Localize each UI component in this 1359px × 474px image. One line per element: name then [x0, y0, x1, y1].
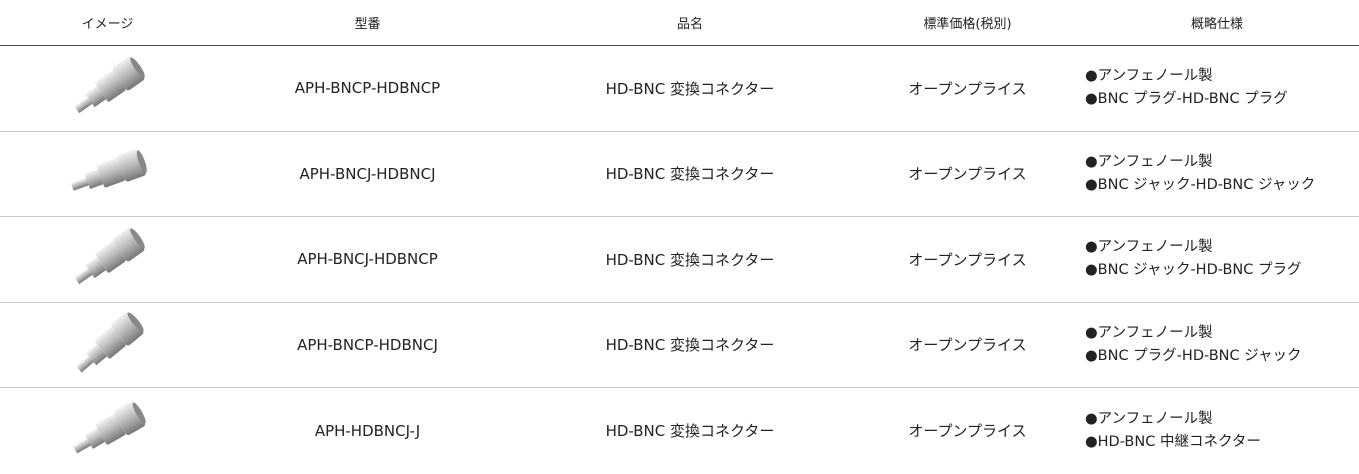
- name-cell: HD-BNC 変換コネクター: [605, 422, 775, 441]
- spec-cell: ●アンフェノール製 ●BNC ジャック-HD-BNC ジャック: [1075, 151, 1359, 197]
- spec-line: ●アンフェノール製: [1085, 324, 1213, 341]
- spec-line: ●BNC ジャック-HD-BNC ジャック: [1085, 176, 1316, 193]
- header-cell: 品名: [676, 17, 703, 32]
- product-image: [70, 149, 147, 191]
- model-cell: APH-HDBNCJ-J: [314, 421, 421, 440]
- model-cell: APH-BNCP-HDBNCP: [294, 79, 441, 98]
- image-cell: [0, 53, 215, 123]
- spec-line: ●アンフェノール製: [1085, 153, 1213, 170]
- table-row: APH-BNCP-HDBNCP HD-BNC 変換コネクター オープンプライス ●アン…: [0, 46, 1359, 132]
- spec-cell: ●アンフェノール製 ●HD-BNC 中継コネクター: [1075, 408, 1359, 454]
- model-cell: APH-BNCJ-HDBNCP: [297, 250, 438, 269]
- product-image: [74, 228, 145, 285]
- header-row: イメージ 型番 品名 標準価格(税別) 概略仕様: [0, 0, 1359, 46]
- header-cell: 標準価格(税別): [923, 17, 1012, 32]
- price-cell: オープンプライス: [908, 165, 1027, 184]
- header-cell: 概略仕様: [1190, 17, 1243, 32]
- spec-cell: ●アンフェノール製 ●BNC プラグ-HD-BNC プラグ: [1075, 65, 1359, 111]
- image-cell: [0, 139, 215, 209]
- product-image: [75, 312, 144, 373]
- spec-line: ●BNC プラグ-HD-BNC ジャック: [1085, 347, 1302, 364]
- name-cell: HD-BNC 変換コネクター: [605, 79, 775, 98]
- header-cell: イメージ: [81, 17, 134, 32]
- header-cell: 型番: [354, 17, 381, 32]
- spec-line: ●アンフェノール製: [1085, 410, 1213, 427]
- image-cell: [0, 310, 215, 380]
- table-row: APH-BNCJ-HDBNCP HD-BNC 変換コネクター オープンプライス ●アン…: [0, 217, 1359, 303]
- price-cell: オープンプライス: [908, 336, 1027, 355]
- spec-line: ●アンフェノール製: [1085, 68, 1213, 85]
- table-row: APH-BNCP-HDBNCJ HD-BNC 変換コネクター オープンプライス ●アン…: [0, 303, 1359, 388]
- product-image: [72, 401, 146, 454]
- spec-line: ●アンフェノール製: [1085, 239, 1213, 256]
- name-cell: HD-BNC 変換コネクター: [605, 165, 775, 184]
- price-cell: オープンプライス: [908, 79, 1027, 98]
- table-row: APH-BNCJ-HDBNCJ HD-BNC 変換コネクター オープンプライス ●アン…: [0, 132, 1359, 217]
- model-cell: APH-BNCP-HDBNCJ: [297, 335, 438, 354]
- price-cell: オープンプライス: [908, 422, 1027, 441]
- spec-line: ●HD-BNC 中継コネクター: [1085, 433, 1261, 450]
- spec-cell: ●アンフェノール製 ●BNC ジャック-HD-BNC プラグ: [1075, 236, 1359, 282]
- price-cell: オープンプライス: [908, 250, 1027, 269]
- name-cell: HD-BNC 変換コネクター: [605, 336, 775, 355]
- spec-cell: ●アンフェノール製 ●BNC プラグ-HD-BNC ジャック: [1075, 322, 1359, 368]
- name-cell: HD-BNC 変換コネクター: [605, 250, 775, 269]
- spec-line: ●BNC プラグ-HD-BNC プラグ: [1085, 91, 1288, 108]
- table-row: APH-HDBNCJ-J HD-BNC 変換コネクター オープンプライス ●アンフェノ…: [0, 388, 1359, 474]
- image-cell: [0, 224, 215, 294]
- image-cell: [0, 396, 215, 466]
- product-image: [74, 57, 145, 114]
- spec-line: ●BNC ジャック-HD-BNC プラグ: [1085, 262, 1302, 279]
- model-cell: APH-BNCJ-HDBNCJ: [299, 164, 436, 183]
